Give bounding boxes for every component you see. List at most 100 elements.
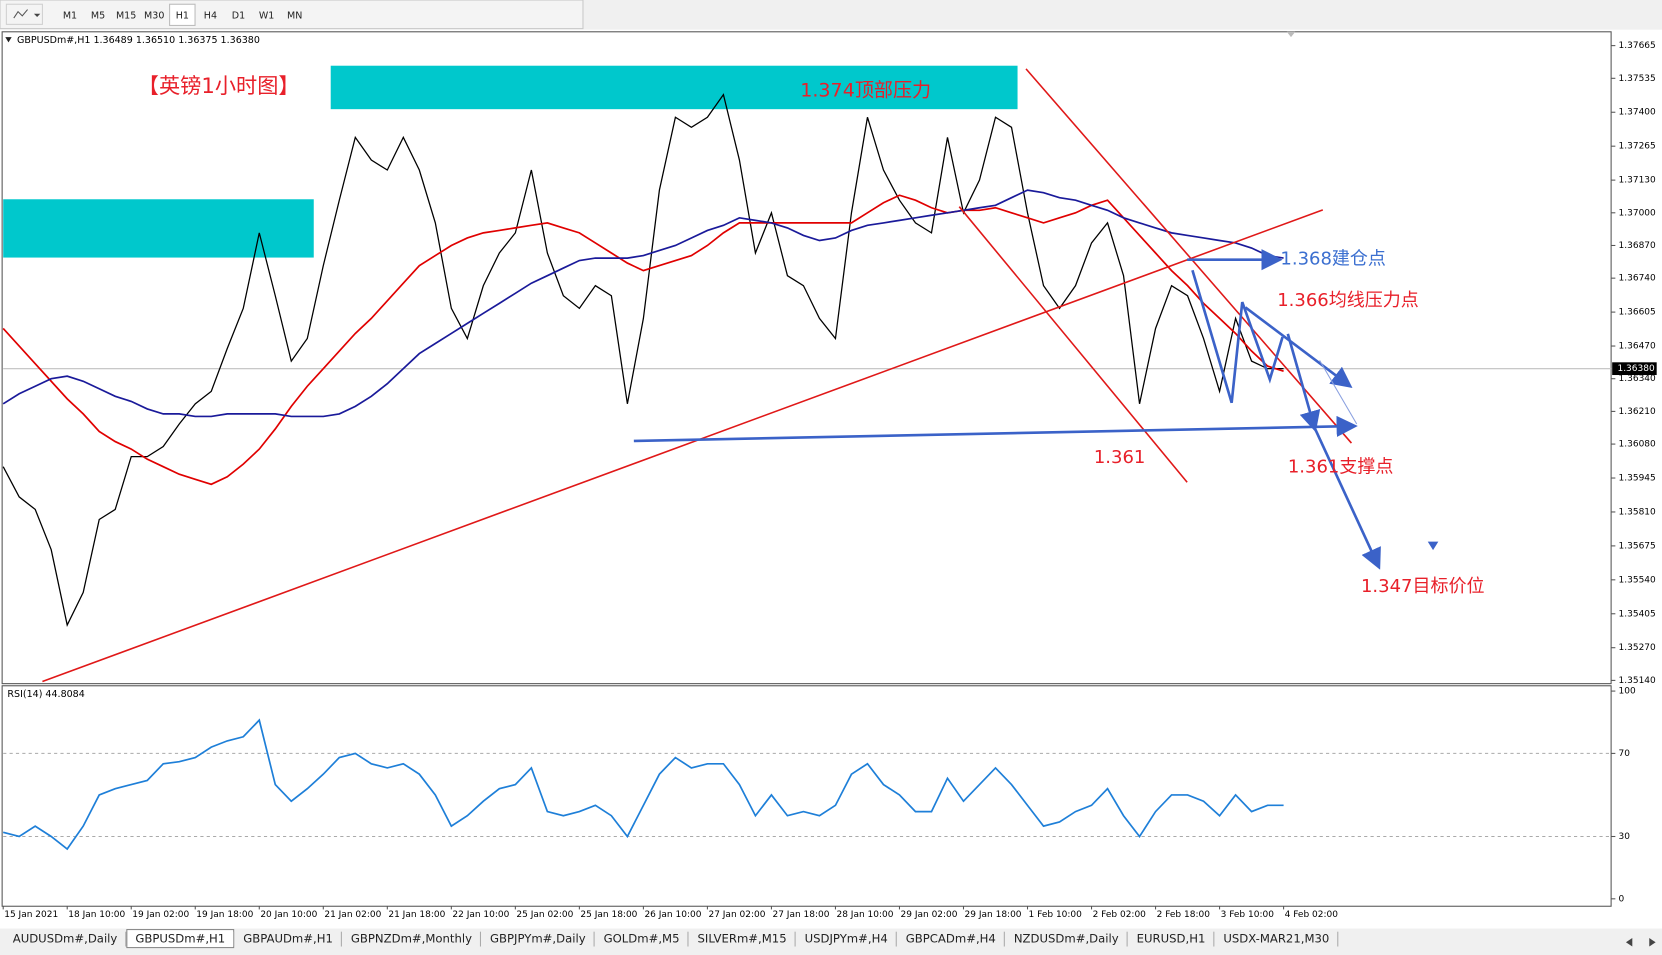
tab-box <box>897 929 1005 948</box>
annotation: 1.374顶部压力 <box>800 80 931 102</box>
y-tick-label: 1.35140 <box>1619 676 1656 686</box>
tab-label: GBPNZDm#,Monthly <box>351 932 472 946</box>
x-tick-label: 28 Jan 10:00 <box>837 910 894 920</box>
timeframe-button[interactable]: M1 <box>63 10 77 21</box>
x-tick-label: 1 Feb 10:00 <box>1029 910 1083 920</box>
tab-label: NZDUSDm#,Daily <box>1014 932 1119 946</box>
symbol-tab[interactable]: GBPUSDm#,H1 <box>126 929 235 949</box>
tab-label: USDJPYm#,H4 <box>805 932 888 946</box>
series-line <box>2 189 1284 418</box>
y-tick-label: 1.35945 <box>1619 474 1656 484</box>
resistance-zone <box>330 65 1018 110</box>
timeframe-label: D1 <box>232 10 245 21</box>
timeframe-label: H4 <box>204 10 217 21</box>
timeframe-button[interactable]: M5 <box>91 10 105 21</box>
symbol-tab[interactable]: GBPNZDm#,Monthly <box>342 929 482 948</box>
annotation: 1.361支撑点 <box>1288 456 1394 477</box>
tab-box <box>1005 929 1128 948</box>
tab-box <box>796 929 897 948</box>
x-tick-label: 29 Jan 18:00 <box>965 910 1022 920</box>
y-tick-label: 0 <box>1619 894 1625 904</box>
tab-label: USDX-MAR21,M30 <box>1223 932 1329 946</box>
series-line <box>2 93 1284 627</box>
annotation: 【英镑1小时图】 <box>138 73 300 98</box>
y-tick-label: 1.37130 <box>1619 176 1656 186</box>
symbol-info: GBPUSDm#,H1 1.36489 1.36510 1.36375 1.36… <box>17 35 260 46</box>
series-line <box>2 718 1284 851</box>
tab-label: GBPAUDm#,H1 <box>243 932 333 946</box>
trend-lines <box>42 68 1353 683</box>
annotation: 1.347目标价位 <box>1361 576 1485 597</box>
y-tick-label: 1.37265 <box>1619 142 1656 152</box>
x-tick-label: 19 Jan 02:00 <box>132 910 189 920</box>
price-tag <box>1612 362 1657 376</box>
timeframe-button[interactable]: M15 <box>116 10 136 21</box>
y-tick-label: 1.37535 <box>1619 74 1656 84</box>
timeframe-label: MN <box>287 10 302 21</box>
symbol-tab[interactable]: SILVERm#,M15 <box>689 929 796 948</box>
y-tick-label: 1.36340 <box>1619 374 1656 384</box>
timeframe-label: M5 <box>91 10 105 21</box>
x-tick-label: 2 Feb 18:00 <box>1157 910 1211 920</box>
tab-box <box>234 929 342 948</box>
annotation: 1.368建仓点 <box>1280 249 1386 270</box>
symbol-tab[interactable]: GBPAUDm#,H1 <box>234 929 342 948</box>
tab-box <box>481 929 595 948</box>
timeframe-button[interactable]: M30 <box>144 10 164 21</box>
tab-label: GBPUSDm#,H1 <box>135 932 225 946</box>
toolbar-strip <box>0 0 584 30</box>
timeframe-button[interactable]: H4 <box>204 10 217 21</box>
rsi-frame <box>1 685 1612 907</box>
annotation: 1.361 <box>1094 447 1146 468</box>
y-tick-label: 1.36605 <box>1619 308 1656 318</box>
timeframe-button[interactable]: MN <box>287 10 302 21</box>
timeframe-button[interactable]: D1 <box>232 10 245 21</box>
symbol-tab[interactable]: GOLDm#,M5 <box>595 929 689 948</box>
x-tick-label: 27 Jan 18:00 <box>772 910 829 920</box>
timeframe-button[interactable]: W1 <box>259 10 274 21</box>
timeframe-label: M15 <box>116 10 136 21</box>
x-tick-label: 19 Jan 18:00 <box>196 910 253 920</box>
y-tick-label: 1.36470 <box>1619 342 1656 352</box>
tab-label: EURUSD,H1 <box>1137 932 1206 946</box>
marker <box>5 37 12 43</box>
marker <box>1286 31 1296 38</box>
symbol-tab[interactable]: GBPJPYm#,Daily <box>481 929 595 948</box>
tab-scroll[interactable] <box>1625 938 1656 947</box>
y-tick-label: 1.35405 <box>1619 609 1656 619</box>
tab-label: GBPJPYm#,Daily <box>490 932 586 946</box>
symbol-tab[interactable]: GBPCADm#,H4 <box>897 929 1005 948</box>
x-tick-label: 15 Jan 2021 <box>4 910 58 920</box>
x-tick-label: 18 Jan 10:00 <box>68 910 125 920</box>
x-tick-label: 25 Jan 18:00 <box>580 910 637 920</box>
y-tick-label: 1.36210 <box>1619 407 1656 417</box>
symbol-tab[interactable]: EURUSD,H1 <box>1128 929 1215 948</box>
x-tick-label: 2 Feb 02:00 <box>1093 910 1147 920</box>
x-tick-label: 29 Jan 02:00 <box>901 910 958 920</box>
symbol-tab[interactable]: AUDUSDm#,Daily <box>4 929 127 948</box>
price-tag-label: 1.36380 <box>1617 364 1654 374</box>
tab-box <box>342 929 481 948</box>
timeframe-button[interactable]: H1 <box>169 3 196 26</box>
timeframe-label: W1 <box>259 10 274 21</box>
y-tick-label: 1.35270 <box>1619 643 1656 653</box>
y-tick-label: 1.35540 <box>1619 575 1656 585</box>
tab-box <box>4 929 126 948</box>
tab-box <box>689 929 796 948</box>
tab-box <box>1214 929 1338 948</box>
tool-icon[interactable] <box>5 3 43 25</box>
y-tick-label: 1.37665 <box>1619 41 1656 51</box>
x-tick-label: 3 Feb 10:00 <box>1221 910 1275 920</box>
timeframe-label: M1 <box>63 10 77 21</box>
arrows <box>633 249 1381 570</box>
x-tick-label: 21 Jan 18:00 <box>388 910 445 920</box>
active-button <box>169 3 196 26</box>
symbol-tab[interactable]: NZDUSDm#,Daily <box>1005 929 1128 948</box>
y-tick-label: 1.36080 <box>1619 440 1656 450</box>
symbol-tab[interactable]: USDX-MAR21,M30 <box>1214 929 1339 948</box>
symbol-tab[interactable]: USDJPYm#,H4 <box>796 929 897 948</box>
tab-label: GOLDm#,M5 <box>604 932 680 946</box>
resistance-zone <box>3 199 314 258</box>
